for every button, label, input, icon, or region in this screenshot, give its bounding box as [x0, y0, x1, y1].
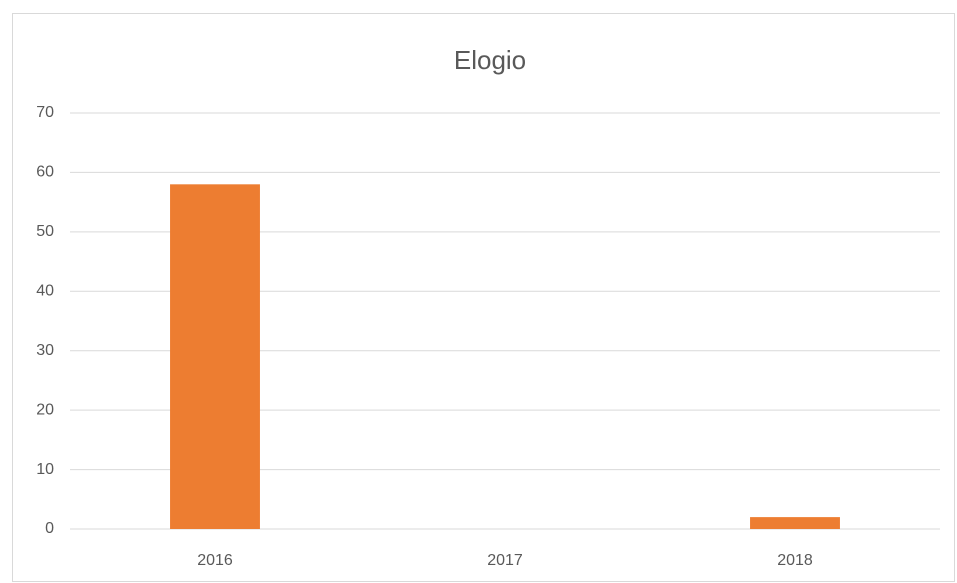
y-tick-label: 70: [36, 104, 54, 121]
y-tick-label: 20: [36, 401, 54, 418]
x-tick-label: 2018: [777, 552, 813, 569]
y-tick-label: 10: [36, 461, 54, 478]
x-tick-label: 2017: [487, 552, 523, 569]
y-tick-label: 60: [36, 164, 54, 181]
chart-title: Elogio: [454, 45, 526, 75]
y-tick-label: 30: [36, 342, 54, 359]
y-tick-label: 40: [36, 283, 54, 300]
bar: [750, 517, 840, 529]
x-tick-label: 2016: [197, 552, 233, 569]
bar: [170, 184, 260, 530]
y-tick-label: 50: [36, 223, 54, 240]
y-tick-label: 0: [45, 520, 54, 537]
chart-border: [12, 13, 955, 582]
